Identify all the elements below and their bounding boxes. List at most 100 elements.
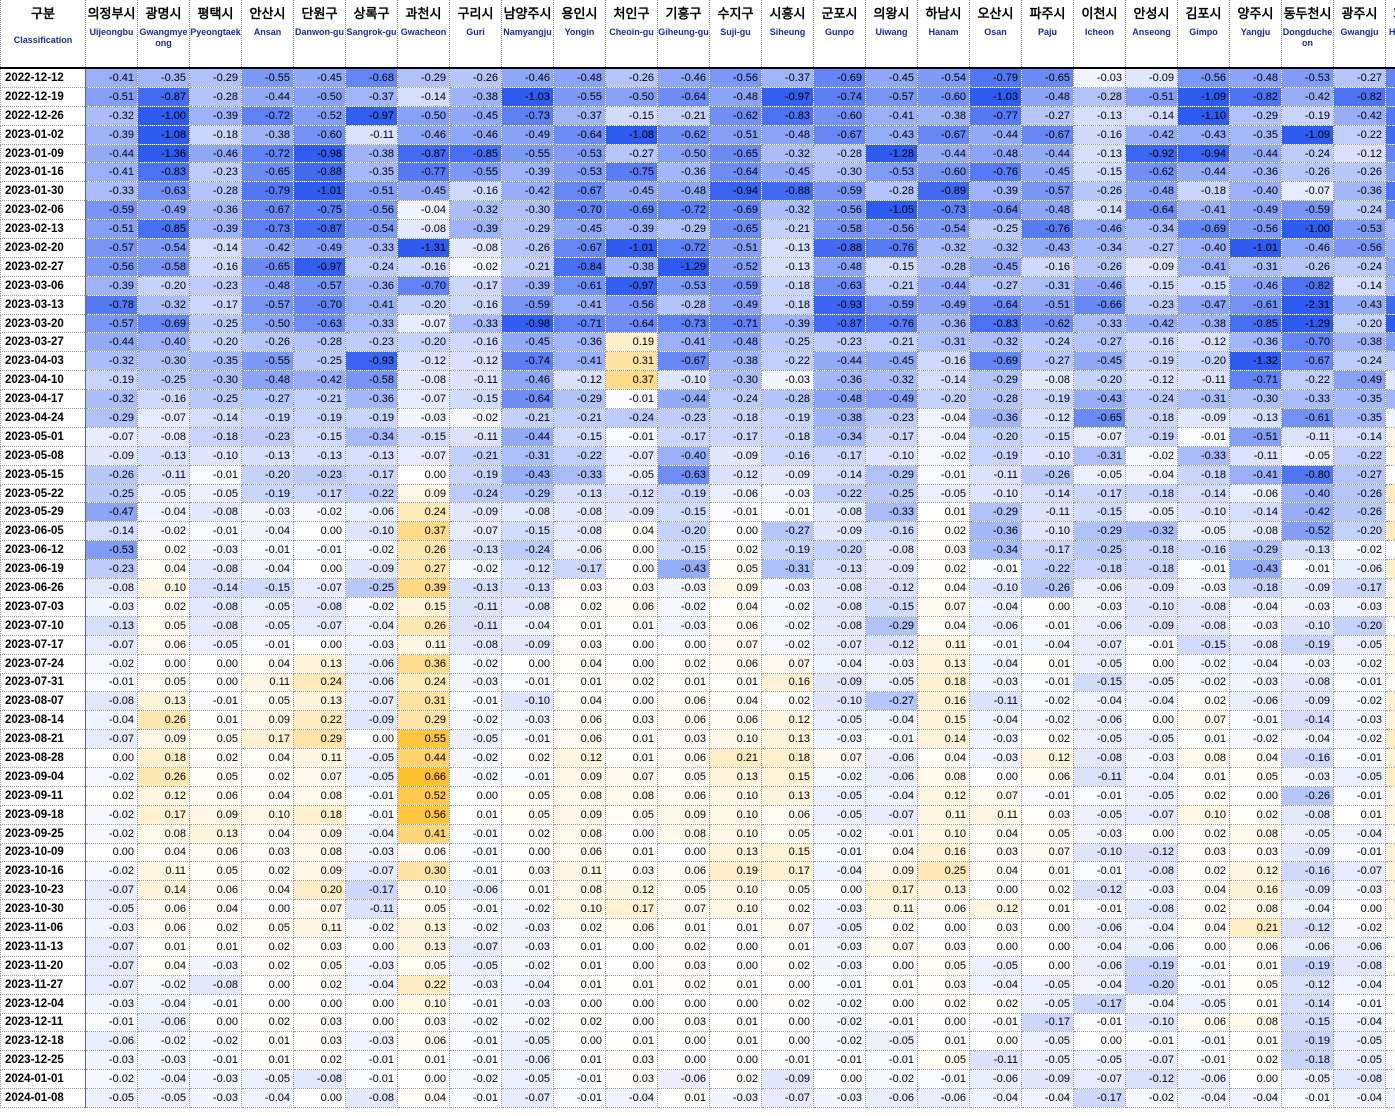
heat-cell: -0.40 (1177, 238, 1230, 258)
heat-cell: -0.24 (345, 256, 398, 277)
heat-cell: -0.42 (1281, 86, 1334, 107)
heat-cell: -0.29 (553, 389, 606, 410)
heat-cell: -0.43 (1333, 294, 1386, 315)
heat-cell: 0.22 (397, 974, 450, 995)
heat-cell: 0.08 (553, 785, 606, 806)
heat-cell: -0.15 (865, 256, 918, 277)
heat-cell: -0.17 (865, 426, 918, 447)
heat-cell: 0.03 (917, 936, 970, 957)
heat-cell: -0.05 (137, 1088, 190, 1108)
heat-cell: -0.05 (1333, 1031, 1386, 1052)
heat-cell: -0.57 (865, 86, 918, 107)
heat-cell: 0.02 (501, 823, 554, 844)
heat-cell: -0.03 (1177, 578, 1230, 598)
heat-cell: 0.01 (1333, 804, 1386, 825)
heat-cell: 0.55 (397, 729, 450, 750)
heat-cell: 0.06 (657, 691, 710, 712)
heat-cell: -0.31 (917, 332, 970, 353)
header-classification-en: Classification (13, 35, 73, 45)
heat-cell: -0.53 (865, 162, 918, 183)
heat-cell: -0.02 (813, 1031, 866, 1052)
table-row: 2023-07-10 -0.13 0.05 -0.08 -0.05 -0.07 -0.04 0… (0, 615, 1395, 636)
heat-cell: -0.16 (1125, 332, 1178, 353)
heat-cell: 0.03 (553, 578, 606, 598)
row-date: 2023-06-05 (0, 521, 86, 542)
heat-cell: -0.03 (1125, 880, 1178, 901)
heat-cell: -0.72 (657, 200, 710, 221)
column-header-ko: 안성시 (1133, 6, 1170, 21)
heat-cell: -0.03 (1229, 672, 1282, 693)
heat-cell: -0.08 (189, 596, 242, 617)
heat-cell: 0.02 (293, 974, 346, 995)
heat-cell: -0.09 (1281, 842, 1334, 863)
heat-cell: -0.14 (85, 521, 138, 542)
heat-cell: 0.29 (397, 710, 450, 731)
heat-cell: -0.59 (501, 294, 554, 315)
table-row: 2023-07-31 -0.01 0.05 0.00 0.11 0.24 -0.06 0.24… (0, 672, 1395, 693)
heat-cell: -0.41 (85, 162, 138, 183)
column-header: 파주시 Paju (1021, 0, 1074, 69)
heat-cell: -0.06 (449, 880, 502, 901)
heat-cell: -0.24 (709, 389, 762, 410)
heat-cell: 0.01 (241, 1050, 294, 1071)
heat-cell: -0.25 (85, 483, 138, 504)
heat-cell: -0.67 (917, 124, 970, 145)
column-header-ko: 김포시 (1185, 6, 1222, 21)
row-date: 2023-09-04 (0, 766, 86, 787)
heat-cell: -0.41 (345, 294, 398, 315)
heat-cell: -0.08 (189, 559, 242, 580)
heat-cell: 0.03 (917, 974, 970, 995)
heat-cell: -0.09 (449, 502, 502, 523)
heat-cell: -0.25 (969, 219, 1022, 240)
heat-cell: -0.32 (969, 332, 1022, 353)
column-header: 처인구 Cheoin-gu (605, 0, 658, 69)
heat-cell: -0.16 (397, 256, 450, 277)
row-date: 2023-11-06 (0, 918, 86, 938)
heat-cell: 0.10 (709, 804, 762, 825)
heat-cell: 0.31 (605, 351, 658, 372)
heat-cell: 0.00 (1021, 955, 1074, 976)
heat-cell: -0.51 (345, 181, 398, 202)
heat-cell: -0.17 (345, 464, 398, 485)
heat-cell: -0.19 (449, 464, 502, 485)
heat-cell: 0.00 (293, 1088, 346, 1108)
heat-cell: 0.13 (137, 691, 190, 712)
heat-cell: -0.02 (345, 596, 398, 617)
heat-cell: -0.40 (1281, 483, 1334, 504)
heat-cell: -0.39 (501, 275, 554, 296)
heat-cell: -0.04 (865, 710, 918, 731)
heat-cell: -0.02 (761, 615, 814, 636)
heat-cell: -0.21 (449, 445, 502, 466)
column-header: 단원구 Danwon-gu (293, 0, 346, 69)
heat-cell: 0.00 (137, 653, 190, 674)
heat-cell: 0.01 (1177, 729, 1230, 750)
heat-cell: -0.33 (1281, 389, 1334, 410)
heat-cell: -0.54 (917, 219, 970, 240)
heat-cell: 0.04 (969, 823, 1022, 844)
heat-cell: 0.02 (1021, 880, 1074, 901)
heat-cell: -0.07 (501, 1088, 554, 1108)
heat-cell: 0.00 (293, 993, 346, 1014)
heat-cell: -0.82 (1281, 275, 1334, 296)
heat-cell: 0.15 (397, 596, 450, 617)
heat-cell: -0.45 (449, 105, 502, 126)
header-row: 구분 Classification 의정부시 Uijeongbu 광명시 Gwangm… (0, 0, 1395, 69)
heat-cell: 0.02 (241, 955, 294, 976)
heat-cell: -0.57 (241, 294, 294, 315)
heat-cell: -0.17 (553, 559, 606, 580)
heat-cell: -0.02 (449, 1069, 502, 1090)
heat-cell: -0.14 (1281, 710, 1334, 731)
table-row: 2023-11-13 -0.07 0.01 0.01 0.02 0.03 0.00 0.13-… (0, 936, 1395, 957)
heat-cell: 0.18 (761, 748, 814, 768)
heat-cell: 0.10 (137, 578, 190, 598)
heat-cell: 0.01 (397, 1050, 450, 1071)
heat-cell: -0.10 (1125, 596, 1178, 617)
heat-cell: -0.02 (449, 256, 502, 277)
heat-cell: 0.11 (917, 804, 970, 825)
row-date: 2023-11-13 (0, 936, 86, 957)
table-row: 2023-01-02 -0.39 -1.08 -0.18 -0.38 -0.60 -0.11… (0, 124, 1395, 145)
heat-cell: 0.01 (553, 936, 606, 957)
heat-cell: -0.05 (813, 710, 866, 731)
heat-cell: -0.01 (1281, 1088, 1334, 1108)
heat-cell: -0.18 (1125, 408, 1178, 428)
